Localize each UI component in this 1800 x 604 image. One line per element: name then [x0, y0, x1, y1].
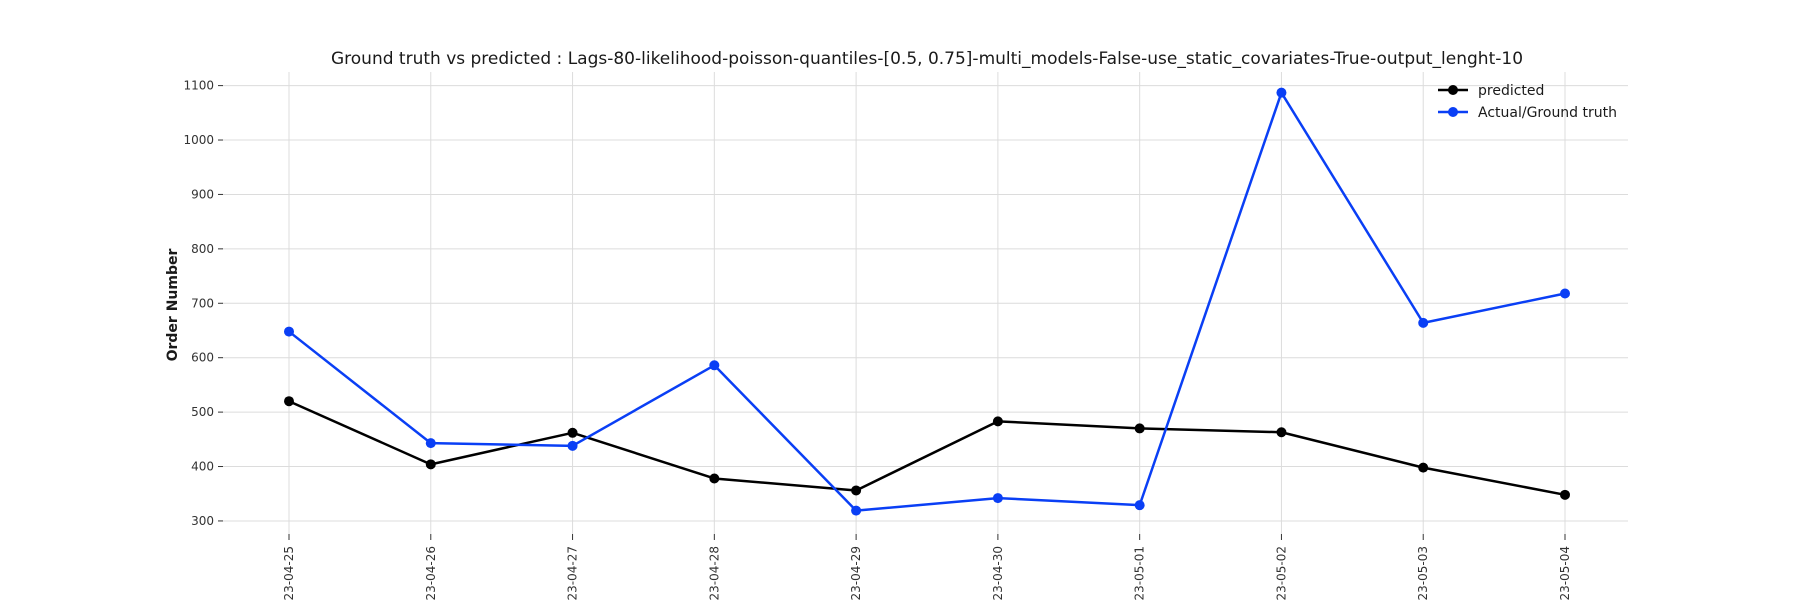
data-point	[1560, 288, 1570, 299]
legend-swatch-marker	[1448, 107, 1458, 117]
x-tick-label: 2023-05-02	[1274, 546, 1288, 600]
data-point	[851, 485, 862, 496]
legend-label: Actual/Ground truth	[1478, 105, 1617, 121]
data-point	[1134, 423, 1145, 434]
data-point	[1560, 489, 1570, 500]
data-point	[284, 396, 294, 407]
x-tick-label: 2023-04-27	[566, 546, 580, 600]
legend: predicted Actual/Ground truth	[1438, 83, 1617, 121]
data-point	[709, 360, 720, 371]
y-tick-label: 800	[191, 242, 214, 256]
grid	[222, 72, 1628, 534]
y-tick-label: 900	[191, 187, 214, 201]
data-point	[1276, 87, 1287, 98]
x-tick-label: 2023-05-04	[1558, 546, 1572, 600]
y-axis-ticks: 300 400 500 600 700 800 900 1000 1100	[183, 79, 223, 528]
x-tick-label: 2023-04-30	[991, 546, 1005, 600]
data-point	[992, 493, 1003, 504]
data-point	[992, 416, 1003, 427]
y-tick-label: 1100	[183, 79, 214, 93]
series-line	[288, 91, 1566, 512]
data-point	[567, 427, 578, 438]
data-point	[1418, 462, 1429, 473]
x-tick-label: 2023-04-25	[282, 546, 296, 600]
x-tick-label: 2023-04-26	[424, 546, 438, 600]
x-tick-label: 2023-04-29	[849, 546, 863, 600]
data-point	[1134, 500, 1145, 511]
y-axis-label: Order Number	[165, 249, 181, 362]
data-point	[851, 505, 862, 516]
y-tick-label: 700	[191, 296, 214, 310]
x-axis-ticks: 2023-04-25 2023-04-26 2023-04-27 2023-04-28…	[282, 534, 1572, 604]
y-tick-label: 500	[191, 405, 214, 419]
y-tick-label: 400	[191, 460, 214, 474]
data-point	[1276, 427, 1287, 438]
legend-label: predicted	[1478, 83, 1544, 99]
x-tick-label: 2023-05-01	[1133, 546, 1147, 600]
y-tick-label: 300	[191, 514, 214, 528]
x-tick-label: 2023-05-03	[1416, 546, 1430, 600]
x-tick-label: 2023-04-28	[707, 546, 721, 600]
data-point	[425, 438, 436, 449]
y-tick-label: 600	[191, 351, 214, 365]
data-point	[284, 326, 294, 337]
y-tick-label: 1000	[183, 133, 214, 147]
data-point	[567, 440, 578, 451]
series-layer	[284, 87, 1570, 516]
data-point	[1418, 317, 1429, 328]
series-line	[288, 400, 1566, 497]
legend-swatch-marker	[1448, 85, 1458, 95]
chart-title: Ground truth vs predicted : Lags-80-like…	[331, 49, 1523, 69]
data-point	[709, 473, 720, 484]
data-point	[425, 459, 436, 470]
